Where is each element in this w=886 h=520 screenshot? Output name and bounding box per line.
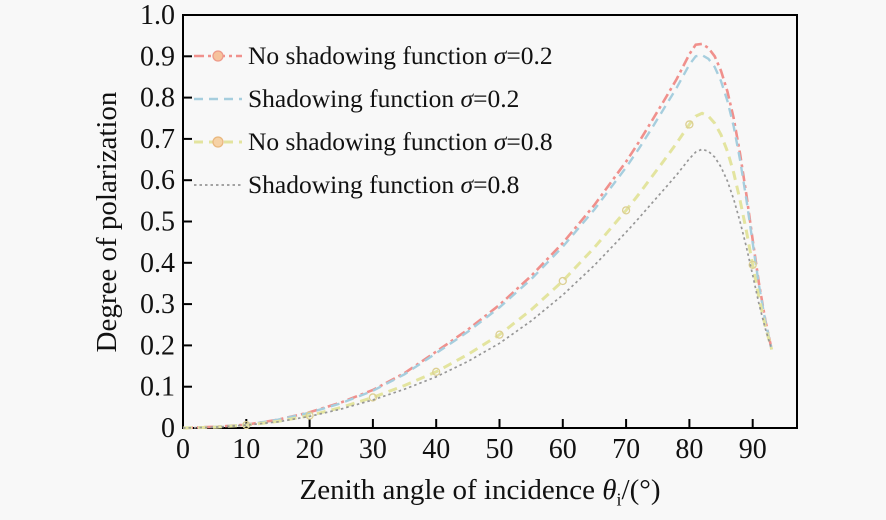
x-tick-label: 60	[549, 434, 577, 465]
series-2-marker	[558, 276, 567, 286]
legend-item-0: No shadowing function σ=0.2	[193, 34, 553, 77]
y-tick-label: 0.1	[140, 372, 175, 403]
series-2-marker	[368, 393, 378, 402]
x-tick-label: 0	[176, 434, 190, 465]
x-axis-label-units: /(°)	[621, 474, 661, 506]
x-tick-label: 80	[675, 434, 703, 465]
y-tick-label: 0.6	[140, 165, 175, 196]
legend-item-1: Shadowing function σ=0.2	[193, 77, 553, 120]
theta-subscript: i	[616, 489, 622, 510]
x-axis-label: Zenith angle of incidence θi/(°)	[180, 470, 780, 510]
series-2-marker	[685, 120, 694, 129]
x-tick-label: 70	[612, 434, 640, 465]
x-axis-label-text: Zenith angle of incidence	[299, 474, 603, 506]
y-tick-label: 0.5	[140, 207, 175, 238]
legend-label-2: No shadowing function σ=0.8	[248, 126, 553, 156]
x-tick-label: 90	[739, 434, 767, 465]
legend-label-0: No shadowing function σ=0.2	[248, 40, 553, 70]
y-tick-label: 0	[161, 413, 175, 444]
y-tick-label: 0.3	[140, 289, 175, 320]
legend-marker-1	[194, 97, 242, 100]
legend-item-2: No shadowing function σ=0.8	[193, 120, 553, 163]
series-2-marker	[305, 411, 314, 420]
y-tick-label: 0.2	[140, 330, 175, 361]
series-2-marker	[621, 206, 631, 215]
theta-symbol: θ	[602, 474, 617, 506]
legend-label-1: Shadowing function σ=0.2	[248, 83, 520, 113]
y-tick-label: 0.8	[140, 83, 175, 114]
series-2-marker	[748, 260, 757, 270]
y-tick-label: 0.9	[140, 41, 175, 72]
y-tick-label: 1.0	[140, 0, 175, 31]
x-tick-label: 50	[485, 434, 513, 465]
y-tick-label: 0.7	[140, 124, 175, 155]
legend: No shadowing function σ=0.2 Shadowing fun…	[193, 34, 553, 206]
y-axis-label: Degree of polarization	[91, 91, 123, 353]
legend-label-3: Shadowing function σ=0.8	[248, 169, 520, 199]
y-tick-label: 0.4	[140, 248, 175, 279]
x-tick-label: 20	[296, 434, 324, 465]
legend-item-3: Shadowing function σ=0.8	[193, 163, 553, 206]
series-2-marker	[432, 367, 441, 376]
series-curve-3	[182, 148, 773, 429]
legend-marker-0	[194, 49, 242, 62]
x-tick-label: 10	[232, 434, 260, 465]
series-curve-1	[182, 53, 773, 430]
plot-frame	[182, 14, 798, 429]
series-2-marker	[495, 330, 504, 339]
legend-marker-3	[194, 183, 242, 186]
series-curve-2	[182, 111, 774, 430]
x-tick-label: 40	[422, 434, 450, 465]
legend-marker-2	[194, 135, 242, 148]
x-tick-label: 30	[359, 434, 387, 465]
